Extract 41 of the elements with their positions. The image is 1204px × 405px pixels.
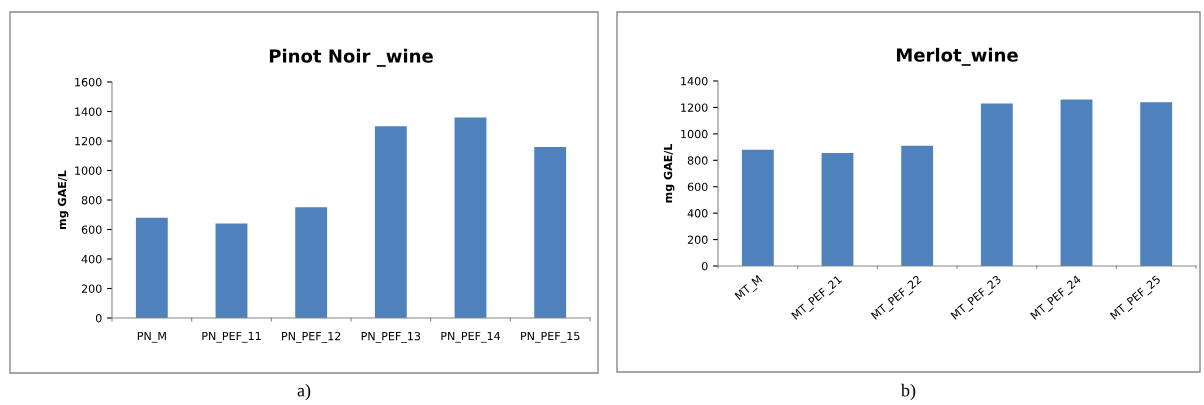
y-tick-label: 1000 [75, 166, 102, 175]
bar [374, 126, 407, 318]
bar [741, 149, 774, 266]
y-tick-label: 1400 [681, 76, 708, 86]
x-tick-label: PN_M [137, 331, 166, 343]
y-tick-label: 200 [81, 284, 102, 293]
chart-title: Merlot_wine [896, 47, 1018, 66]
x-tick-label: PN_PEF_13 [361, 331, 421, 343]
x-tick-label: PN_PEF_11 [202, 331, 261, 343]
y-axis-title: mg GAE/L [663, 143, 675, 203]
bar [295, 207, 328, 318]
text: b) [900, 383, 916, 401]
bar [534, 146, 567, 318]
text: a) [297, 383, 311, 401]
y-tick-label: 200 [687, 235, 708, 244]
x-tick-label: PN_PEF_12 [282, 331, 341, 343]
y-tick-label: 400 [81, 254, 102, 264]
bar [1060, 99, 1093, 266]
bar [980, 103, 1013, 266]
y-tick-label: 1400 [75, 107, 102, 116]
x-tick-label: PN_PEF_15 [521, 331, 580, 343]
chart-title: Pinot Noir _wine [269, 48, 433, 67]
y-tick-label: 1200 [681, 103, 708, 112]
bar [454, 117, 487, 318]
x-tick-label: PN_PEF_14 [441, 331, 501, 343]
y-tick-label: 800 [687, 156, 708, 165]
y-tick-label: 0 [701, 261, 708, 271]
y-tick-label: 1200 [75, 136, 102, 146]
bar [821, 153, 854, 266]
y-tick-label: 800 [81, 195, 102, 205]
bar [215, 223, 248, 318]
y-tick-label: 1000 [681, 129, 708, 139]
y-tick-label: 1600 [75, 77, 102, 87]
y-tick-label: 400 [687, 209, 708, 218]
bar [901, 145, 934, 266]
y-axis-title: mg GAE/L [57, 170, 69, 229]
y-tick-label: 600 [687, 182, 708, 192]
bar [135, 217, 168, 318]
y-tick-label: 600 [81, 225, 102, 234]
y-tick-label: 0 [95, 313, 102, 323]
bar [1140, 102, 1173, 266]
